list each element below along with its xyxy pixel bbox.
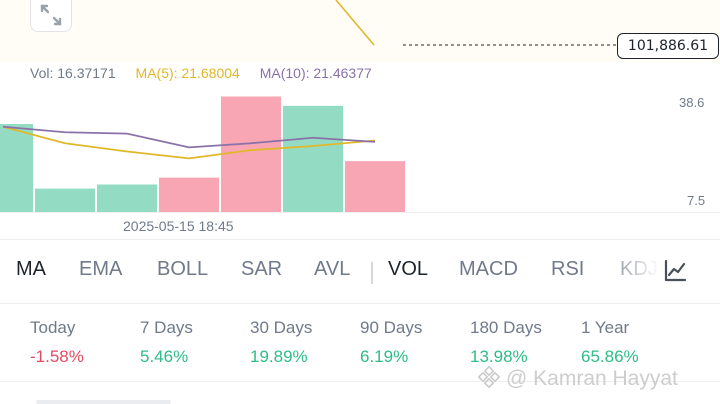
volume-bar[interactable] <box>345 161 405 212</box>
performance-change-value: 13.98% <box>470 347 528 366</box>
binance-logo-icon <box>478 366 500 388</box>
tab-macd[interactable]: MACD <box>459 258 518 280</box>
divider <box>0 239 720 240</box>
tab-separator <box>371 262 373 284</box>
expand-button[interactable] <box>30 0 72 32</box>
performance-item[interactable]: 7 Days 5.46% <box>140 318 193 367</box>
performance-item[interactable]: 90 Days 6.19% <box>360 318 422 367</box>
price-chart[interactable] <box>0 0 720 62</box>
ma5-line <box>2 125 376 160</box>
tab-rsi[interactable]: RSI <box>551 258 585 280</box>
performance-change-value: 5.46% <box>140 347 189 366</box>
y-axis-bottom: 7.5 <box>687 193 706 208</box>
performance-item[interactable]: 1 Year 65.86% <box>581 318 639 367</box>
volume-bar[interactable] <box>159 177 219 212</box>
performance-change-value: 19.89% <box>250 347 308 366</box>
tab-boll[interactable]: BOLL <box>157 258 209 280</box>
volume-bar[interactable] <box>35 188 95 212</box>
ma10-value: MA(10): 21.46377 <box>259 65 372 81</box>
performance-change-value: 6.19% <box>360 347 409 366</box>
ma5-value: MA(5): 21.68004 <box>135 65 240 81</box>
performance-item[interactable]: Today -1.58% <box>30 318 84 367</box>
tab-ma[interactable]: MA <box>16 258 46 280</box>
volume-bar[interactable] <box>283 105 343 212</box>
performance-period-label: 180 Days <box>470 318 542 337</box>
bottom-bar <box>36 400 171 404</box>
performance-item[interactable]: 180 Days 13.98% <box>470 318 542 367</box>
performance-period-label: Today <box>30 318 76 337</box>
vol-value: Vol: 16.37171 <box>30 65 116 81</box>
volume-legend: Vol: 16.37171 MA(5): 21.68004 MA(10): 21… <box>30 65 388 81</box>
ma10-line <box>2 125 376 149</box>
tab-vol[interactable]: VOL <box>388 258 429 280</box>
price-line <box>335 0 375 46</box>
y-axis-top: 38.6 <box>679 95 705 110</box>
performance-period-label: 1 Year <box>581 318 630 337</box>
chart-area[interactable]: 101,886.61 Vol: 16.37171 MA(5): 21.68004… <box>0 0 720 240</box>
price-chart-svg <box>335 0 617 46</box>
chart-settings-icon[interactable] <box>662 258 688 284</box>
divider <box>0 381 720 382</box>
crosshair-time-label: 2025-05-15 18:45 <box>123 218 234 234</box>
volume-bar[interactable] <box>0 124 33 212</box>
current-price-tag: 101,886.61 <box>617 33 719 59</box>
performance-item[interactable]: 30 Days 19.89% <box>250 318 312 367</box>
watermark: @ Kamran Hayyat <box>478 366 678 391</box>
volume-bar[interactable] <box>221 96 281 213</box>
divider <box>0 303 720 304</box>
volume-chart[interactable] <box>0 88 720 238</box>
tab-sar[interactable]: SAR <box>241 258 283 280</box>
tab-ema[interactable]: EMA <box>79 258 123 280</box>
performance-change-value: -1.58% <box>30 347 84 366</box>
performance-period-label: 7 Days <box>140 318 193 337</box>
tab-avl[interactable]: AVL <box>314 258 351 280</box>
watermark-text: @ Kamran Hayyat <box>506 367 678 390</box>
performance-period-label: 30 Days <box>250 318 313 337</box>
indicator-tabs: MAEMABOLLSARAVLVOLMACDRSIKDJ <box>0 258 720 288</box>
performance-change-value: 65.86% <box>581 347 639 366</box>
performance-period-label: 90 Days <box>360 318 423 337</box>
expand-icon <box>40 4 62 26</box>
tabs-fade <box>600 258 660 288</box>
volume-bar[interactable] <box>97 184 157 213</box>
